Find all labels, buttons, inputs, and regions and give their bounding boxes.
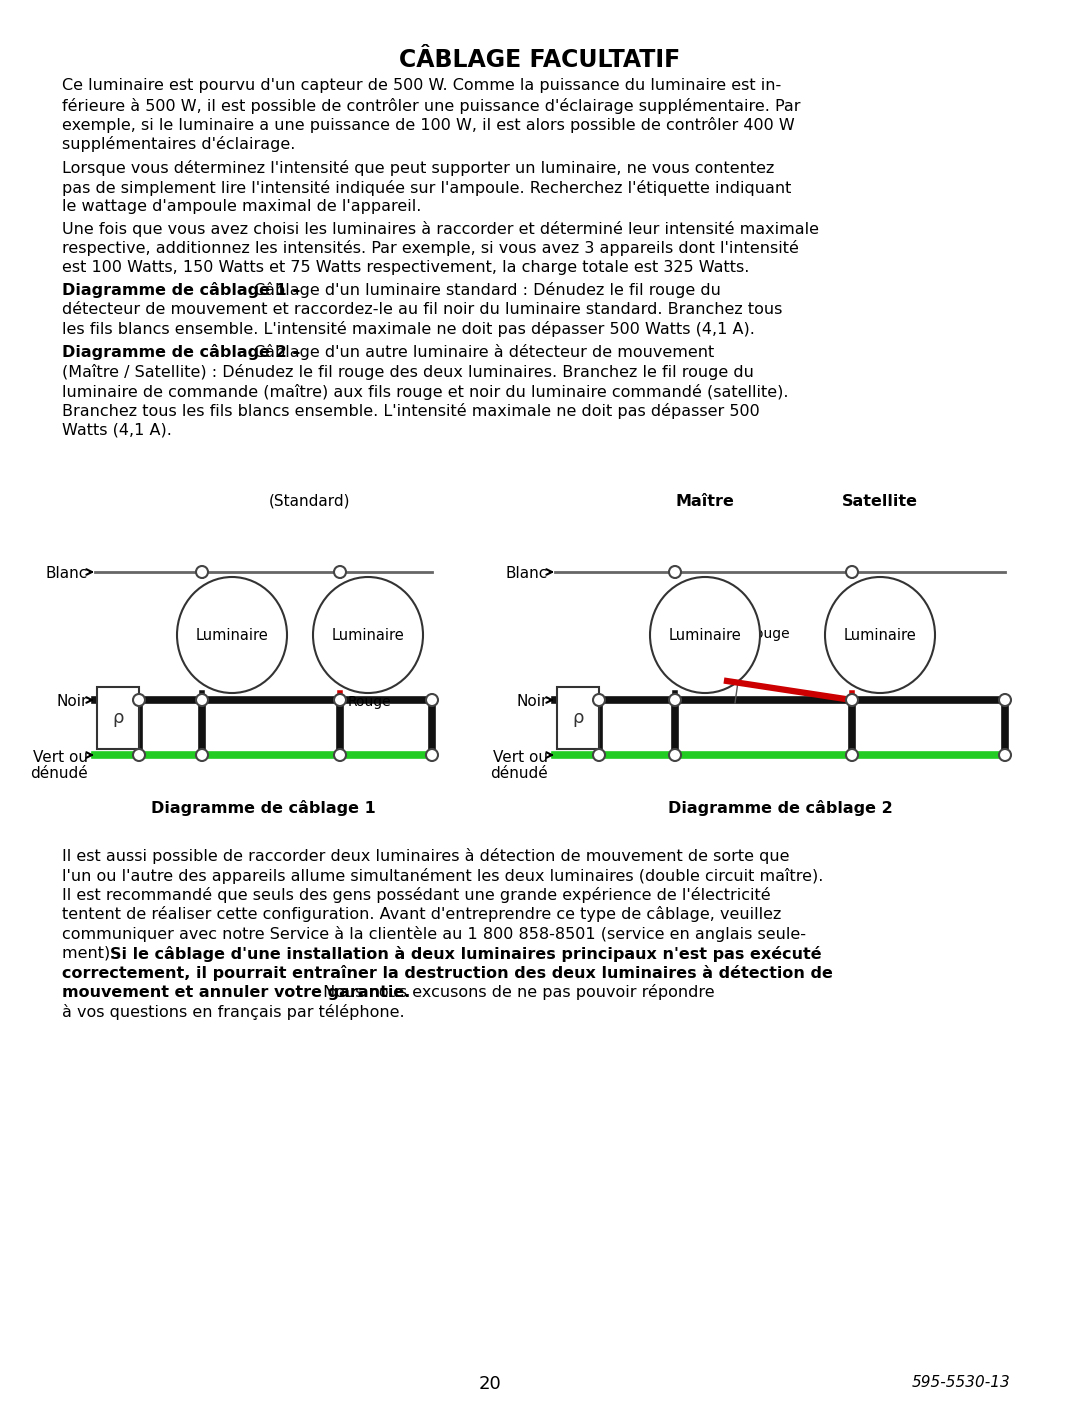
Text: Si le câblage d'une installation à deux luminaires principaux n'est pas exécuté: Si le câblage d'une installation à deux … [110, 946, 822, 962]
Circle shape [195, 566, 208, 578]
Text: correctement, il pourrait entraîner la destruction des deux luminaires à détecti: correctement, il pourrait entraîner la d… [62, 964, 833, 981]
Text: Câblage d'un luminaire standard : Dénudez le fil rouge du: Câblage d'un luminaire standard : Dénude… [254, 282, 720, 298]
Circle shape [334, 566, 346, 578]
Text: mouvement et annuler votre garantie.: mouvement et annuler votre garantie. [62, 984, 410, 1000]
Text: Maître: Maître [676, 494, 734, 508]
Text: ρ: ρ [572, 709, 584, 727]
Text: 20: 20 [478, 1375, 501, 1394]
Text: pas de simplement lire l'intensité indiquée sur l'ampoule. Recherchez l'étiquett: pas de simplement lire l'intensité indiq… [62, 179, 792, 195]
Text: Diagramme de câblage 2 –: Diagramme de câblage 2 – [62, 345, 306, 360]
Text: dénudé: dénudé [30, 765, 87, 781]
Text: le wattage d'ampoule maximal de l'appareil.: le wattage d'ampoule maximal de l'appare… [62, 199, 421, 215]
Text: à vos questions en français par téléphone.: à vos questions en français par téléphon… [62, 1004, 405, 1019]
Circle shape [669, 748, 681, 761]
Bar [557, 688, 599, 748]
Text: Luminaire: Luminaire [195, 627, 268, 642]
Text: (Maître / Satellite) : Dénudez le fil rouge des deux luminaires. Branchez le fil: (Maître / Satellite) : Dénudez le fil ro… [62, 364, 754, 380]
Text: communiquer avec notre Service à la clientèle au 1 800 858-8501 (service en angl: communiquer avec notre Service à la clie… [62, 926, 806, 942]
Text: exemple, si le luminaire a une puissance de 100 W, il est alors possible de cont: exemple, si le luminaire a une puissance… [62, 117, 795, 133]
Text: Rouge: Rouge [747, 627, 791, 641]
Circle shape [846, 695, 858, 706]
Text: est 100 Watts, 150 Watts et 75 Watts respectivement, la charge totale est 325 Wa: est 100 Watts, 150 Watts et 75 Watts res… [62, 260, 750, 275]
Circle shape [669, 695, 681, 706]
Bar [97, 688, 139, 748]
Text: dénudé: dénudé [490, 765, 548, 781]
Text: Blanc: Blanc [45, 566, 87, 582]
Text: les fils blancs ensemble. L'intensité maximale ne doit pas dépasser 500 Watts (4: les fils blancs ensemble. L'intensité ma… [62, 321, 755, 337]
Text: Lorsque vous déterminez l'intensité que peut supporter un luminaire, ne vous con: Lorsque vous déterminez l'intensité que … [62, 160, 774, 176]
Circle shape [593, 695, 605, 706]
Text: Luminaire: Luminaire [669, 627, 741, 642]
Text: détecteur de mouvement et raccordez-le au fil noir du luminaire standard. Branch: détecteur de mouvement et raccordez-le a… [62, 302, 782, 316]
Circle shape [846, 748, 858, 761]
Circle shape [426, 695, 438, 706]
Text: Diagramme de câblage 2: Diagramme de câblage 2 [667, 801, 892, 816]
Text: Vert ou: Vert ou [492, 750, 548, 764]
Circle shape [669, 566, 681, 578]
Text: Noir: Noir [516, 695, 548, 709]
Text: supplémentaires d'éclairage.: supplémentaires d'éclairage. [62, 137, 295, 152]
Text: Nous nous excusons de ne pas pouvoir répondre: Nous nous excusons de ne pas pouvoir rép… [318, 984, 715, 1001]
Circle shape [426, 748, 438, 761]
Text: Ce luminaire est pourvu d'un capteur de 500 W. Comme la puissance du luminaire e: Ce luminaire est pourvu d'un capteur de … [62, 78, 781, 93]
Ellipse shape [825, 578, 935, 693]
Circle shape [846, 566, 858, 578]
Circle shape [133, 695, 145, 706]
Text: Luminaire: Luminaire [843, 627, 916, 642]
Text: 595-5530-13: 595-5530-13 [912, 1375, 1010, 1389]
Text: ment).: ment). [62, 946, 121, 960]
Text: férieure à 500 W, il est possible de contrôler une puissance d'éclairage supplém: férieure à 500 W, il est possible de con… [62, 97, 800, 113]
Text: Branchez tous les fils blancs ensemble. L'intensité maximale ne doit pas dépasse: Branchez tous les fils blancs ensemble. … [62, 402, 759, 419]
Ellipse shape [313, 578, 423, 693]
Ellipse shape [650, 578, 760, 693]
Text: ρ: ρ [112, 709, 124, 727]
Circle shape [334, 748, 346, 761]
Circle shape [334, 695, 346, 706]
Circle shape [999, 748, 1011, 761]
Text: CÂBLAGE FACULTATIF: CÂBLAGE FACULTATIF [400, 48, 680, 72]
Text: Vert ou: Vert ou [33, 750, 87, 764]
Text: tentent de réaliser cette configuration. Avant d'entreprendre ce type de câblage: tentent de réaliser cette configuration.… [62, 907, 781, 922]
Text: Il est recommandé que seuls des gens possédant une grande expérience de l'électr: Il est recommandé que seuls des gens pos… [62, 887, 771, 904]
Ellipse shape [177, 578, 287, 693]
Text: Câblage d'un autre luminaire à détecteur de mouvement: Câblage d'un autre luminaire à détecteur… [254, 345, 714, 360]
Text: Une fois que vous avez choisi les luminaires à raccorder et déterminé leur inten: Une fois que vous avez choisi les lumina… [62, 222, 819, 237]
Circle shape [593, 748, 605, 761]
Circle shape [195, 748, 208, 761]
Text: Il est aussi possible de raccorder deux luminaires à détection de mouvement de s: Il est aussi possible de raccorder deux … [62, 849, 789, 864]
Text: Diagramme de câblage 1: Diagramme de câblage 1 [151, 801, 376, 816]
Text: Luminaire: Luminaire [332, 627, 404, 642]
Text: Rouge: Rouge [348, 695, 392, 709]
Text: Blanc: Blanc [505, 566, 548, 582]
Circle shape [999, 695, 1011, 706]
Text: Watts (4,1 A).: Watts (4,1 A). [62, 422, 172, 438]
Text: Noir: Noir [56, 695, 87, 709]
Text: Diagramme de câblage 1 –: Diagramme de câblage 1 – [62, 282, 306, 298]
Text: luminaire de commande (maître) aux fils rouge et noir du luminaire commandé (sat: luminaire de commande (maître) aux fils … [62, 384, 788, 400]
Circle shape [133, 748, 145, 761]
Circle shape [195, 695, 208, 706]
Text: respective, additionnez les intensités. Par exemple, si vous avez 3 appareils do: respective, additionnez les intensités. … [62, 240, 799, 257]
Text: l'un ou l'autre des appareils allume simultanément les deux luminaires (double c: l'un ou l'autre des appareils allume sim… [62, 867, 823, 884]
Text: Satellite: Satellite [842, 494, 918, 508]
Text: (Standard): (Standard) [269, 494, 351, 508]
